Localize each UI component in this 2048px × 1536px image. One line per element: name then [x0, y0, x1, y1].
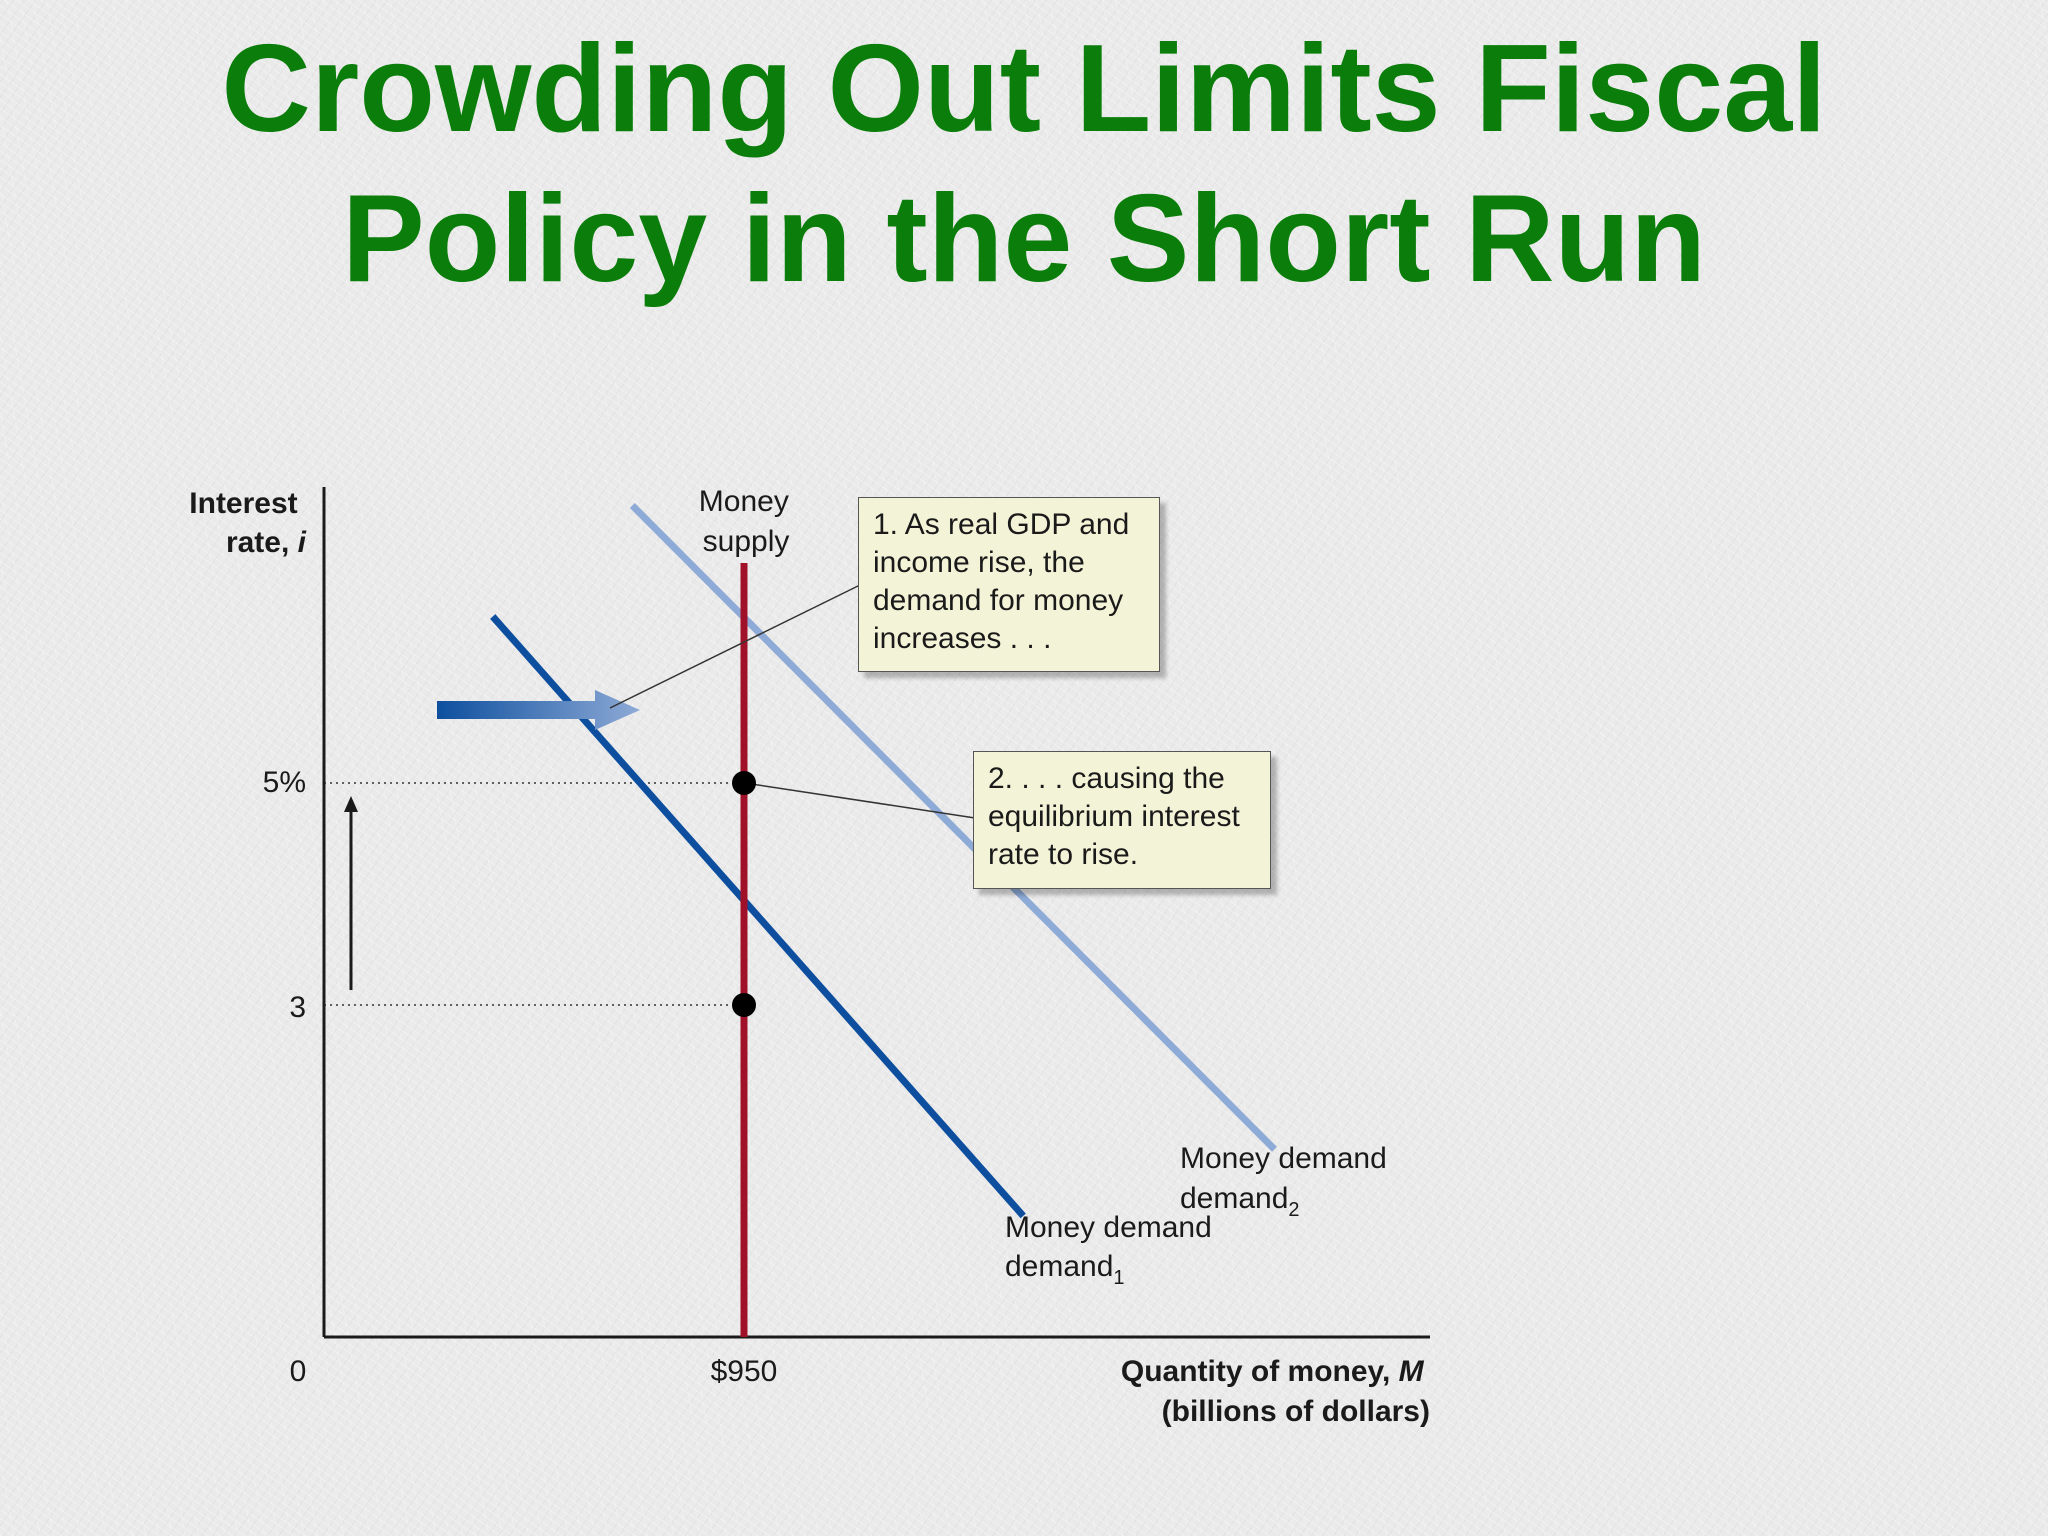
callout-2-leader	[744, 782, 976, 819]
callout-2-line-3: rate to rise.	[988, 838, 1139, 871]
title-line-2: Policy in the Short Run	[341, 170, 1707, 308]
title-line-1: Crowding Out Limits Fiscal	[221, 20, 1827, 158]
callout-1-line-4: increases . . .	[873, 622, 1052, 655]
callout-rate-rise: 2. . . . causing the equilibrium interes…	[973, 751, 1271, 889]
money-demand-2-line	[629, 503, 1277, 1152]
callout-1-line-2: income rise, the	[873, 546, 1085, 579]
callout-1-leader	[609, 584, 861, 709]
money-supply-label: Money supply	[699, 485, 797, 558]
money-demand-1-label: Money demand demand1	[1005, 1211, 1220, 1289]
origin-label: 0	[290, 1355, 307, 1388]
slide-title: Crowding Out Limits Fiscal Policy in the…	[0, 14, 2048, 314]
y-axis-label: Interest rate, i	[189, 487, 306, 559]
axes	[322, 487, 1430, 1339]
x-axis-label: Quantity of money, M (billions of dollar…	[1121, 1355, 1432, 1428]
demand-shift-arrow	[437, 690, 640, 730]
y-tick-5: 5%	[263, 766, 306, 799]
y-tick-3: 3	[289, 991, 306, 1024]
equilibrium-point-1	[732, 771, 756, 795]
callout-1-line-3: demand for money	[873, 584, 1124, 617]
guide-lines	[324, 782, 744, 1006]
money-demand-2-label: Money demand demand2	[1180, 1142, 1395, 1221]
callout-2-line-2: equilibrium interest	[988, 800, 1240, 833]
equilibrium-points	[732, 771, 756, 1017]
equilibrium-point-2	[732, 993, 756, 1017]
callout-2-line-1: 2. . . . causing the	[988, 762, 1225, 795]
rate-rise-arrow	[344, 796, 358, 990]
callout-demand-increase: 1. As real GDP and income rise, the dema…	[858, 497, 1160, 672]
x-tick-950: $950	[711, 1355, 778, 1388]
callout-1-line-1: 1. As real GDP and	[873, 508, 1130, 541]
